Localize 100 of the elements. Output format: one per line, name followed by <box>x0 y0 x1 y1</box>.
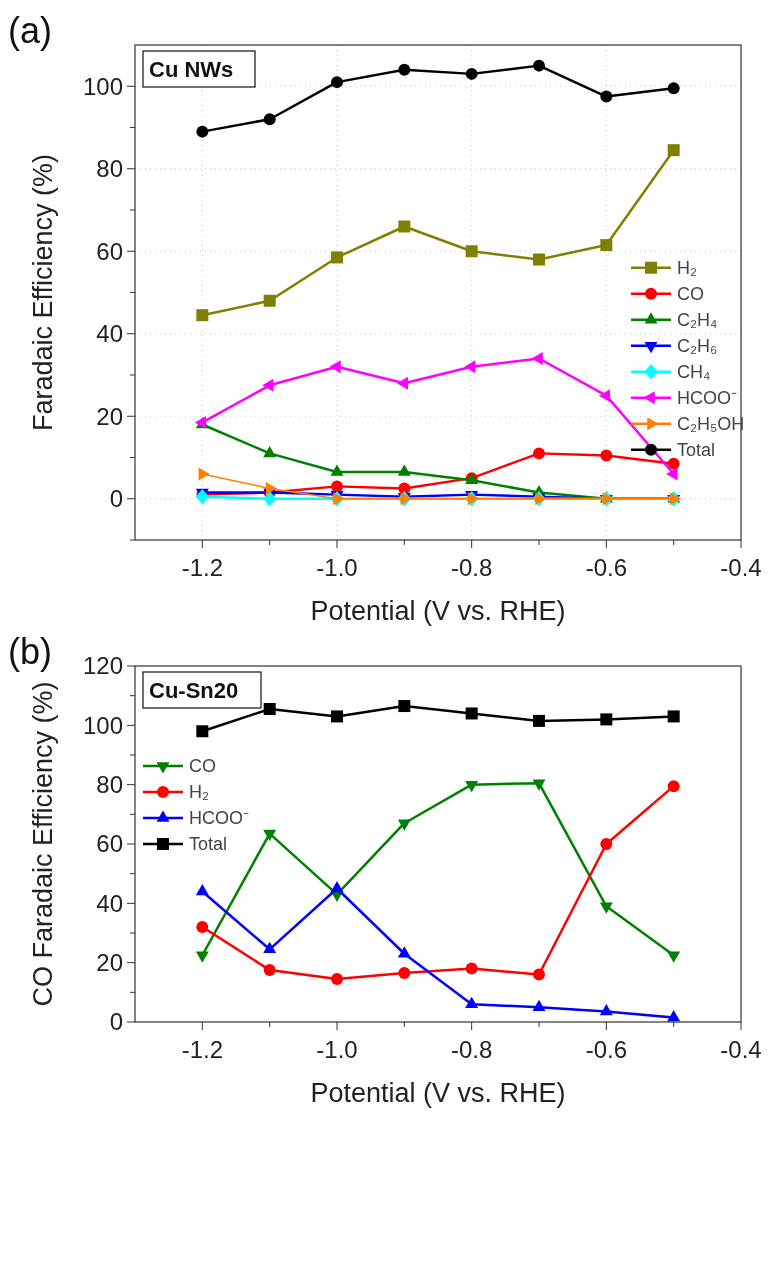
point <box>531 352 543 365</box>
point <box>397 946 411 958</box>
point <box>465 780 479 793</box>
point <box>196 921 209 934</box>
y-axis-title: Faradaic Efficiency (%) <box>28 153 58 432</box>
point <box>330 464 344 476</box>
legend-label: CO <box>677 284 704 305</box>
annotation: Cu-Sn20 <box>149 678 239 703</box>
point <box>263 294 276 307</box>
x-axis-title: Potential (V vs. RHE) <box>310 1078 566 1108</box>
point <box>263 941 277 954</box>
y-tick-label: 20 <box>96 402 123 430</box>
y-tick-label: 0 <box>109 485 123 513</box>
point <box>465 962 478 975</box>
point <box>533 968 545 981</box>
y-tick-label: 80 <box>96 155 123 183</box>
point <box>263 964 276 977</box>
point <box>600 90 613 103</box>
point <box>263 113 276 126</box>
y-tick-label: 120 <box>82 652 123 680</box>
point <box>600 838 613 850</box>
point <box>196 725 209 738</box>
point <box>667 780 680 793</box>
y-axis-title: CO Faradaic Efficiency (%) <box>28 681 58 1007</box>
point <box>262 378 274 392</box>
point <box>599 1004 613 1016</box>
point <box>331 710 343 723</box>
point <box>263 445 277 458</box>
legend-label: C₂H₆ <box>677 336 718 357</box>
point <box>600 713 613 726</box>
point <box>533 59 545 72</box>
legend-label: HCOO⁻ <box>677 388 737 409</box>
point <box>465 245 478 258</box>
legend-label: C₂H₄ <box>677 310 718 331</box>
y-tick-label: 60 <box>96 830 123 858</box>
y-tick-label: 80 <box>96 771 123 799</box>
point <box>398 220 411 233</box>
annotation: Cu NWs <box>149 57 234 82</box>
y-tick-label: 40 <box>96 320 123 348</box>
legend-label: Total <box>189 834 228 855</box>
x-tick-label: -0.4 <box>720 554 762 581</box>
legend-label: HCOO⁻ <box>189 808 249 829</box>
point <box>263 829 277 842</box>
point <box>667 1010 681 1022</box>
point <box>331 972 343 985</box>
y-tick-label: 0 <box>109 1008 123 1036</box>
x-tick-label: -0.8 <box>450 1036 493 1063</box>
y-tick-label: 20 <box>96 949 123 977</box>
y-tick-label: 100 <box>82 711 123 739</box>
point <box>196 309 209 322</box>
point <box>666 467 678 481</box>
point <box>331 251 343 264</box>
point <box>331 76 343 89</box>
x-axis-title: Potential (V vs. RHE) <box>310 596 566 626</box>
point <box>198 467 210 481</box>
y-tick-label: 100 <box>82 72 123 100</box>
point <box>398 63 411 76</box>
point <box>600 449 613 462</box>
point <box>396 376 409 390</box>
point <box>398 700 411 713</box>
y-tick-label: 60 <box>96 237 123 265</box>
point <box>263 703 276 716</box>
text: (b) <box>8 631 52 672</box>
legend-label: Total <box>677 440 716 461</box>
legend-label: H₂ <box>189 782 209 803</box>
point <box>465 707 478 720</box>
point <box>533 447 545 460</box>
point <box>195 488 209 505</box>
point <box>667 710 680 723</box>
x-tick-label: -0.8 <box>450 554 493 581</box>
point <box>600 239 613 252</box>
x-tick-label: -1.2 <box>181 554 224 581</box>
x-tick-label: -1.0 <box>316 554 358 581</box>
legend-label: CO <box>189 756 216 777</box>
x-tick-label: -0.4 <box>720 1036 762 1063</box>
x-tick-label: -0.6 <box>585 554 628 581</box>
point <box>397 819 411 831</box>
point <box>533 714 545 727</box>
point <box>667 457 680 470</box>
point <box>195 883 209 896</box>
y-tick-label: 40 <box>96 889 123 917</box>
point <box>465 67 478 80</box>
point <box>598 389 611 403</box>
point <box>330 881 344 893</box>
legend-label: CH₄ <box>677 362 711 383</box>
point <box>265 481 278 495</box>
point <box>397 464 411 476</box>
point <box>532 999 546 1011</box>
point <box>464 360 476 374</box>
x-tick-label: -1.2 <box>181 1036 224 1063</box>
point <box>398 967 411 980</box>
legend-label: H₂ <box>677 258 697 279</box>
point <box>329 360 341 374</box>
point <box>533 253 545 266</box>
point <box>667 144 680 157</box>
point <box>532 779 546 791</box>
point <box>599 902 613 914</box>
point <box>263 490 277 507</box>
x-tick-label: -1.0 <box>316 1036 358 1063</box>
x-tick-label: -0.6 <box>585 1036 628 1063</box>
